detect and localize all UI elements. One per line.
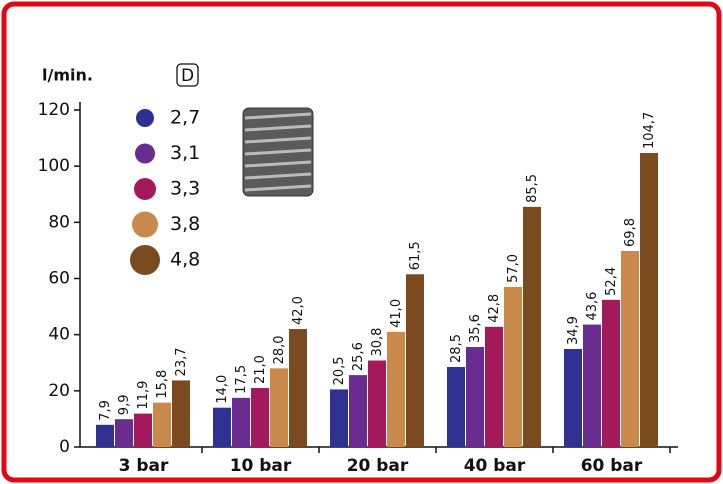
legend-swatch [132,211,158,238]
bar [349,375,367,447]
value-label: 9,9 [117,395,132,416]
value-label: 15,8 [155,370,170,399]
y-tick-label: 120 [38,100,70,120]
value-label: 42,0 [291,296,306,325]
value-label: 41,0 [389,299,404,328]
bar [153,402,171,447]
value-label: 57,0 [506,254,521,283]
bar [583,324,601,447]
legend-swatch [136,109,154,127]
legend-label: 3,1 [170,142,200,164]
y-tick-label: 40 [48,325,70,345]
value-label: 28,5 [449,334,464,363]
y-tick-label: 60 [48,269,70,289]
bar [251,388,269,447]
bar [387,331,405,447]
value-label: 52,4 [604,267,619,296]
bar [447,366,465,447]
y-axis-label: l/min. [42,66,93,85]
value-label: 43,6 [585,292,600,321]
bar [270,368,288,447]
legend-swatch [135,143,155,164]
value-label: 34,9 [566,316,581,345]
x-tick-label: 60 bar [581,456,643,476]
value-label: 7,9 [98,400,113,421]
legend-label: 3,3 [170,178,200,200]
bar [134,413,152,447]
bar [621,250,639,447]
bar [96,424,114,447]
x-tick-label: 3 bar [119,456,169,476]
bar [564,348,582,447]
bar [406,274,424,447]
value-label: 42,8 [487,294,502,323]
legend-swatch [134,178,156,200]
value-label: 11,9 [136,381,151,410]
x-tick-label: 20 bar [347,456,409,476]
bar [330,389,348,447]
legend-swatch [130,245,160,275]
bar [368,360,386,447]
legend-title-box [176,63,199,87]
bar [640,152,658,447]
bar [115,419,133,447]
value-label: 104,7 [642,112,657,149]
value-label: 35,6 [468,314,483,343]
screw-image [242,107,314,197]
bar [213,407,231,447]
value-label: 21,0 [253,355,268,384]
x-tick-label: 10 bar [230,456,292,476]
bar [466,347,484,447]
value-label: 30,8 [370,328,385,357]
value-label: 20,5 [332,356,347,385]
legend-label: 4,8 [170,249,200,271]
bar [485,326,503,447]
y-tick-label: 20 [48,381,70,401]
value-label: 69,8 [623,218,638,247]
legend-label: 3,8 [170,213,200,235]
value-label: 25,6 [351,342,366,371]
y-tick-label: 100 [38,156,70,176]
value-label: 61,5 [408,241,423,270]
value-label: 23,7 [174,347,189,376]
bar [504,286,522,447]
y-tick-label: 0 [59,437,70,457]
bar [289,329,307,447]
value-label: 28,0 [272,335,287,364]
bar [232,397,250,447]
x-tick-label: 40 bar [464,456,526,476]
legend-label: 2,7 [170,107,200,129]
legend-title: D [181,66,194,86]
bar [602,299,620,447]
y-tick-label: 80 [48,212,70,232]
value-label: 14,0 [215,375,230,404]
value-label: 17,5 [234,365,249,394]
bar [523,206,541,447]
value-label: 85,5 [525,174,540,203]
bar [172,380,190,447]
